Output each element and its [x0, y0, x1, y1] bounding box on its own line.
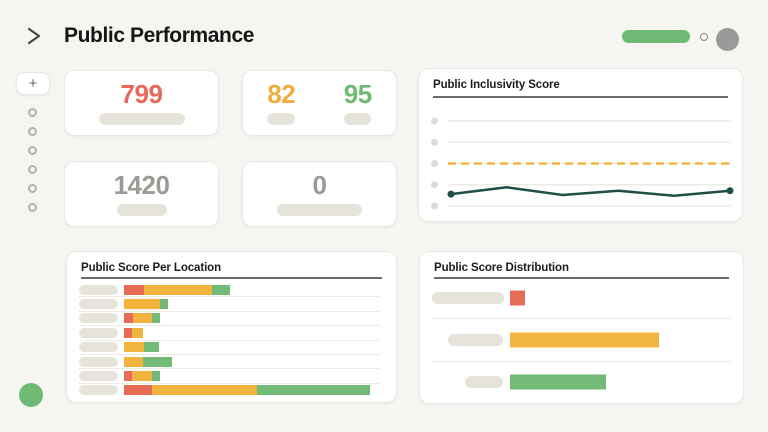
stacked-bar — [124, 313, 160, 324]
location-label-pill — [79, 299, 118, 310]
stacked-bar — [124, 370, 160, 381]
panel-public-score-per-location: Public Score Per Location — [66, 251, 397, 403]
bar-segment-high — [152, 313, 160, 324]
sidebar-dot[interactable] — [28, 184, 37, 193]
bar-segment-high — [160, 299, 168, 310]
panel-title: Public Score Per Location — [81, 262, 222, 274]
panel-title: Public Inclusivity Score — [433, 79, 560, 91]
location-label-pill — [79, 313, 118, 324]
location-label-pill — [79, 370, 118, 381]
distribution-row — [432, 277, 731, 320]
location-row — [79, 326, 380, 341]
title-rule — [433, 96, 728, 98]
bar-segment-medium — [152, 385, 257, 396]
bar-segment-high — [144, 342, 159, 353]
bar-segment-medium — [133, 313, 152, 324]
bar-segment-medium — [124, 356, 143, 367]
chevron-right-icon[interactable] — [26, 27, 42, 45]
stacked-bar — [124, 284, 230, 295]
bar-segment-medium — [124, 299, 160, 310]
title-rule — [434, 277, 729, 279]
distribution-bar-rows — [432, 277, 731, 403]
sidebar-dot[interactable] — [28, 108, 37, 117]
panel-public-score-distribution: Public Score Distribution — [419, 251, 744, 404]
bar-segment-medium — [144, 284, 212, 295]
kpi-label-pill — [98, 113, 185, 125]
stacked-bar — [124, 356, 172, 367]
sidebar-dot[interactable] — [28, 146, 37, 155]
location-label-pill — [79, 342, 118, 353]
bar-segment-low — [124, 370, 132, 381]
title-rule — [81, 277, 382, 279]
distribution-label-pill — [432, 291, 504, 304]
distribution-row — [432, 319, 731, 362]
distribution-label-pill — [465, 376, 503, 389]
panel-public-inclusivity-score: Public Inclusivity Score — [418, 68, 743, 222]
location-label-pill — [79, 327, 118, 338]
avatar[interactable] — [716, 28, 739, 51]
add-button[interactable]: + — [16, 72, 50, 95]
kpi-card-total[interactable]: 1420 — [64, 161, 219, 227]
toggle-state-dot-icon[interactable] — [700, 33, 708, 41]
distribution-label-pill — [448, 333, 503, 346]
sidebar-nav-dots — [28, 108, 37, 222]
bar-segment-low — [124, 385, 152, 396]
kpi-card-dual[interactable]: 82 95 — [242, 70, 397, 136]
location-row — [79, 384, 380, 397]
location-row — [79, 355, 380, 370]
distribution-bar — [510, 332, 659, 348]
bar-segment-high — [143, 356, 172, 367]
location-row — [79, 341, 380, 355]
inclusivity-line-chart — [431, 117, 734, 210]
kpi-label-pill — [277, 204, 362, 216]
kpi-value-left: 82 — [267, 79, 296, 109]
location-row — [79, 369, 380, 384]
kpi-value: 1420 — [113, 170, 170, 200]
kpi-value-right: 95 — [343, 79, 372, 109]
sidebar-dot[interactable] — [28, 127, 37, 136]
sidebar-dot[interactable] — [28, 203, 37, 212]
bar-segment-medium — [124, 342, 144, 353]
bar-segment-medium — [132, 327, 143, 338]
kpi-card-primary[interactable]: 799 — [64, 70, 219, 136]
page-title: Public Performance — [64, 24, 255, 47]
location-label-pill — [79, 356, 118, 367]
kpi-value: 799 — [120, 79, 163, 109]
kpi-value: 0 — [312, 170, 327, 200]
location-bar-rows — [79, 283, 380, 397]
bar-segment-low — [124, 327, 132, 338]
distribution-row — [432, 362, 731, 403]
bar-segment-medium — [132, 370, 152, 381]
header-toggle-pill[interactable] — [622, 30, 690, 43]
stacked-bar — [124, 385, 370, 396]
stacked-bar — [124, 299, 168, 310]
location-row — [79, 312, 380, 327]
stacked-bar — [124, 327, 143, 338]
distribution-bar — [510, 374, 606, 390]
stacked-bar — [124, 342, 159, 353]
bar-segment-low — [124, 284, 144, 295]
kpi-label-pill — [116, 204, 167, 216]
sidebar-dot[interactable] — [28, 165, 37, 174]
kpi-label-pill — [344, 113, 372, 125]
bar-segment-high — [152, 370, 160, 381]
panel-title: Public Score Distribution — [434, 262, 569, 274]
bar-segment-high — [212, 284, 230, 295]
kpi-label-pill — [267, 113, 296, 125]
location-row — [79, 283, 380, 298]
location-label-pill — [79, 385, 118, 396]
status-fab-circle[interactable] — [19, 383, 43, 407]
kpi-card-zero[interactable]: 0 — [242, 161, 397, 227]
bar-segment-low — [124, 313, 133, 324]
location-label-pill — [79, 284, 118, 295]
location-row — [79, 297, 380, 312]
distribution-bar — [510, 290, 525, 306]
bar-segment-high — [257, 385, 370, 396]
